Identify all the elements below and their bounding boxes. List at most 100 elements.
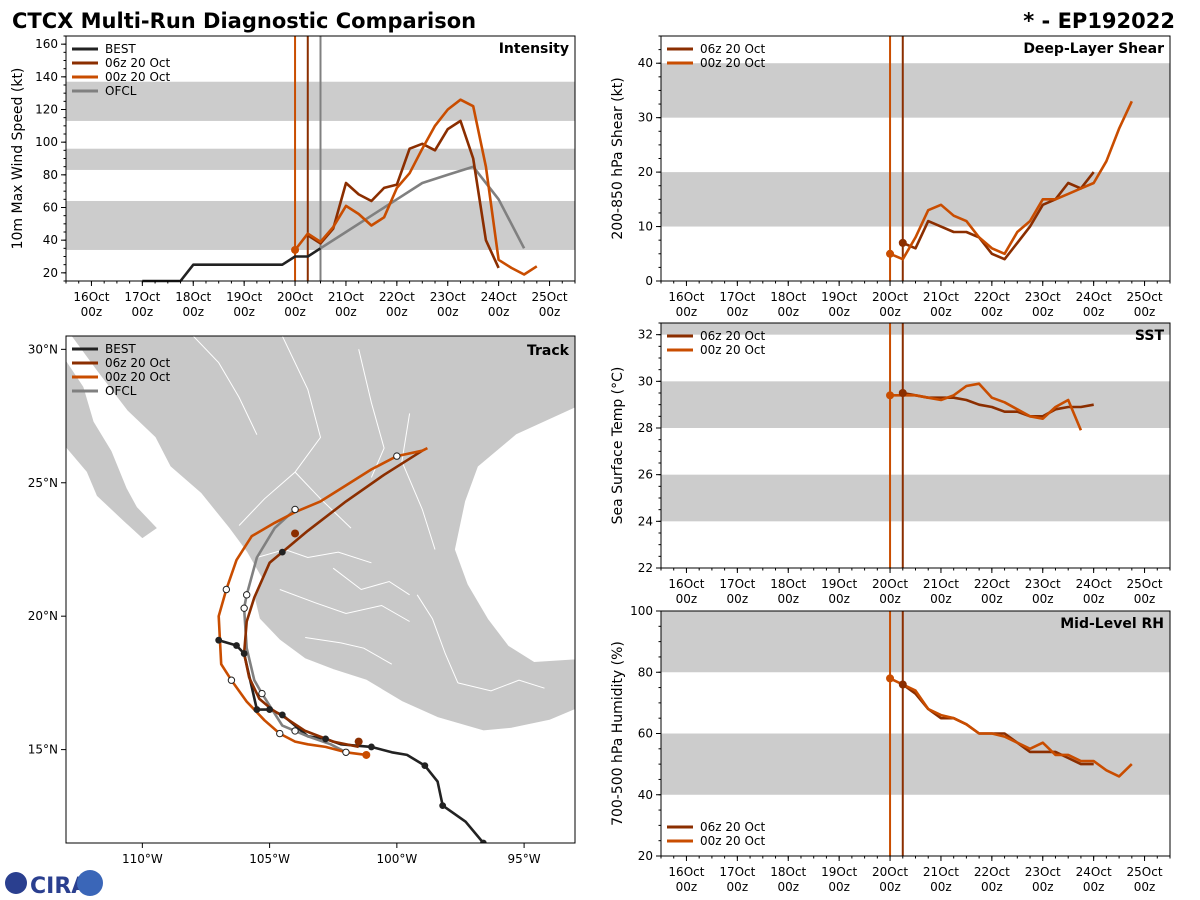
series-line-best	[142, 247, 322, 283]
legend-label: 06z 20 Oct	[105, 56, 171, 70]
x-tick-sublabel: 00z	[828, 305, 850, 319]
y-tick-label: 120	[35, 103, 58, 117]
y-tick-label: 0	[645, 274, 653, 288]
y-tick-label: 40	[43, 233, 58, 247]
legend-label: 06z 20 Oct	[700, 42, 766, 56]
series-line-run00	[890, 382, 1083, 431]
x-tick-label: 18Oct	[770, 865, 806, 879]
land-mainland	[66, 336, 575, 732]
x-tick-sublabel: 00z	[777, 305, 799, 319]
y-tick-label: 40	[638, 788, 653, 802]
x-tick-sublabel: 00z	[437, 305, 459, 319]
x-tick-label: 22Oct	[974, 290, 1010, 304]
legend-label: 00z 20 Oct	[700, 56, 766, 70]
map-frame	[65, 335, 576, 844]
x-tick-sublabel: 00z	[828, 592, 850, 606]
x-tick-sublabel: 00z	[777, 880, 799, 894]
x-tick-label: 20Oct	[872, 290, 908, 304]
x-tick-sublabel: 00z	[539, 305, 561, 319]
legend-label: 06z 20 Oct	[700, 329, 766, 343]
y-axis-label: 700-500 hPa Humidity (%)	[610, 641, 626, 826]
track-point-open-ofcl	[240, 604, 248, 612]
y-tick-label: 20	[638, 165, 653, 179]
x-tick-sublabel: 00z	[1032, 592, 1054, 606]
x-tick-label: 18Oct	[770, 577, 806, 591]
y-tick-label: 40	[638, 56, 653, 70]
x-tick-label: 21Oct	[923, 865, 959, 879]
x-tick-sublabel: 00z	[335, 305, 357, 319]
track-start-marker	[362, 750, 371, 759]
x-tick-label: 16Oct	[668, 577, 704, 591]
y-axis-label: Sea Surface Temp (°C)	[610, 367, 626, 525]
lat-tick-label: 20°N	[28, 609, 58, 623]
start-marker	[291, 245, 300, 254]
x-tick-label: 25Oct	[1127, 865, 1163, 879]
threshold-band	[661, 611, 1170, 673]
legend-label: BEST	[105, 42, 136, 56]
threshold-band	[661, 474, 1170, 522]
x-tick-label: 17Oct	[719, 290, 755, 304]
y-tick-label: 60	[43, 201, 58, 215]
x-tick-label: 19Oct	[226, 290, 262, 304]
x-tick-sublabel: 00z	[676, 880, 698, 894]
rh-panel: 16Oct00z17Oct00z18Oct00z19Oct00z20Oct00z…	[610, 604, 1171, 894]
legend-label: 00z 20 Oct	[105, 70, 171, 84]
x-tick-label: 24Oct	[1076, 290, 1112, 304]
track-start-marker	[291, 529, 300, 538]
y-tick-label: 20	[638, 849, 653, 863]
state-border	[305, 637, 393, 665]
x-tick-sublabel: 00z	[488, 305, 510, 319]
legend-label: 00z 20 Oct	[700, 834, 766, 848]
series-line-run00	[889, 677, 1133, 778]
x-tick-label: 19Oct	[821, 865, 857, 879]
x-tick-label: 22Oct	[379, 290, 415, 304]
panel-title: Intensity	[499, 41, 569, 57]
lat-tick-label: 15°N	[28, 743, 58, 757]
x-tick-label: 18Oct	[175, 290, 211, 304]
state-border	[416, 594, 459, 684]
state-border	[256, 548, 372, 564]
shear-panel: 16Oct00z17Oct00z18Oct00z19Oct00z20Oct00z…	[610, 35, 1171, 319]
state-border	[332, 567, 410, 596]
x-tick-label: 17Oct	[719, 865, 755, 879]
track-start-marker	[354, 737, 363, 746]
y-tick-label: 60	[638, 727, 653, 741]
threshold-band	[661, 63, 1170, 118]
x-tick-label: 16Oct	[668, 290, 704, 304]
x-tick-label: 19Oct	[821, 577, 857, 591]
track-point-best	[421, 762, 429, 770]
x-tick-sublabel: 00z	[81, 305, 103, 319]
y-tick-label: 10	[638, 220, 653, 234]
state-border	[192, 336, 258, 435]
land-baja	[66, 359, 159, 540]
x-tick-label: 16Oct	[73, 290, 109, 304]
y-tick-label: 32	[638, 328, 653, 342]
y-tick-label: 30	[638, 374, 653, 388]
x-tick-label: 23Oct	[1025, 865, 1061, 879]
legend-label: BEST	[105, 342, 136, 356]
lat-tick-label: 30°N	[28, 342, 58, 356]
x-tick-label: 22Oct	[974, 865, 1010, 879]
legend-label: 00z 20 Oct	[105, 370, 171, 384]
x-tick-sublabel: 00z	[284, 305, 306, 319]
track-point-best	[368, 743, 375, 751]
state-border	[358, 349, 385, 478]
start-marker	[898, 389, 907, 397]
x-tick-label: 19Oct	[821, 290, 857, 304]
x-tick-sublabel: 00z	[930, 592, 952, 606]
x-tick-label: 16Oct	[668, 865, 704, 879]
legend-label: 06z 20 Oct	[105, 356, 171, 370]
track-point-best	[266, 706, 273, 713]
x-tick-sublabel: 00z	[1134, 880, 1156, 894]
track-point-open-run00	[227, 676, 236, 684]
x-tick-sublabel: 00z	[1134, 592, 1156, 606]
start-marker	[886, 391, 895, 400]
track-line-ofcl	[242, 508, 347, 754]
y-tick-label: 80	[638, 665, 653, 679]
legend-label: 06z 20 Oct	[700, 820, 766, 834]
x-tick-sublabel: 00z	[828, 880, 850, 894]
track-point-open-ofcl	[342, 748, 350, 756]
lat-tick-label: 25°N	[28, 476, 58, 490]
track-point-open-run00	[222, 585, 231, 594]
